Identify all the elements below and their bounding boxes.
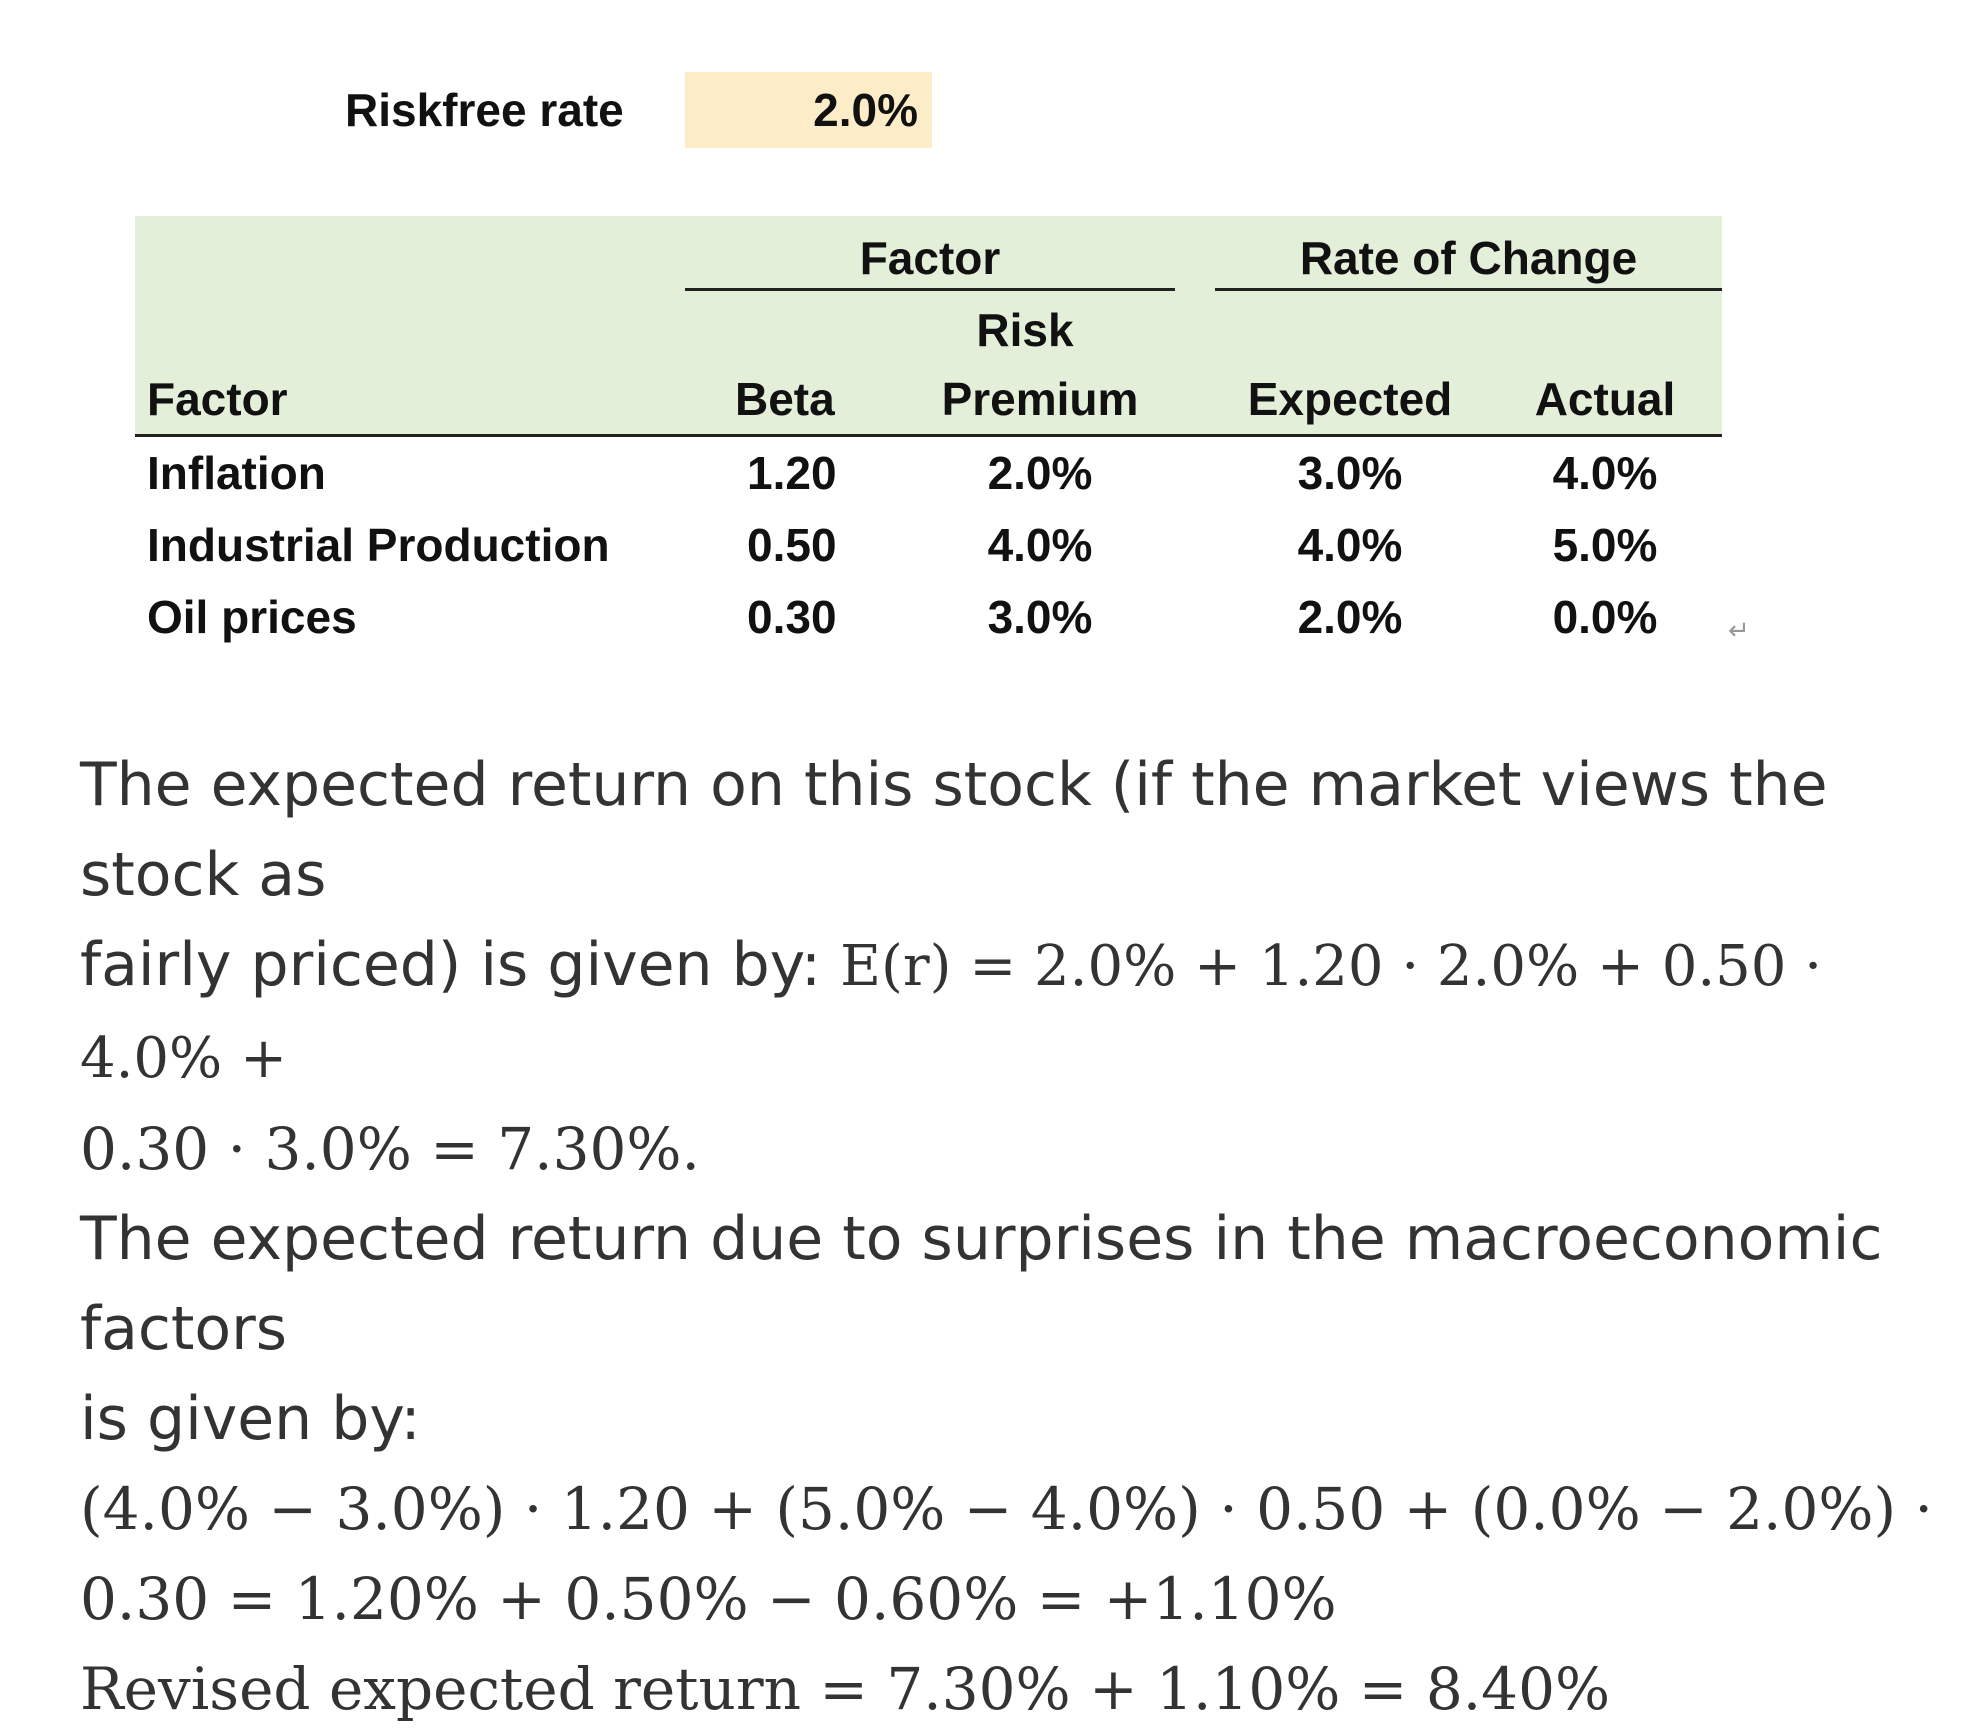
- formula-surprise: (4.0% − 3.0%) · 1.20 + (5.0% − 4.0%) · 0…: [80, 1475, 1933, 1543]
- formula-expected-return: E(r) = 2.0% + 1.20 · 2.0% + 0.50 · 4.0% …: [80, 934, 1823, 1091]
- cell-factor[interactable]: Inflation: [147, 447, 326, 499]
- text-line: The expected return on this stock (if th…: [80, 750, 1828, 910]
- factor-table: Factor Rate of Change Risk Factor Beta P…: [135, 216, 1722, 653]
- group-header-factor: Factor: [685, 228, 1175, 291]
- cell-actual[interactable]: 4.0%: [1552, 447, 1658, 499]
- cell-premium[interactable]: 2.0%: [987, 447, 1093, 499]
- cell-factor[interactable]: Oil prices: [147, 591, 357, 643]
- cell-factor[interactable]: Industrial Production: [147, 519, 610, 571]
- cell-beta[interactable]: 0.50: [747, 519, 837, 571]
- riskfree-rate-value[interactable]: 2.0%: [685, 72, 932, 148]
- table-row: Oil prices 0.30 3.0% 2.0% 0.0%: [135, 581, 1722, 653]
- formula-surprise-result: 0.30 = 1.20% + 0.50% − 0.60% = +1.10%: [80, 1565, 1337, 1633]
- table-body: Inflation 1.20 2.0% 3.0% 4.0% Industrial…: [135, 437, 1722, 653]
- cell-premium[interactable]: 4.0%: [987, 519, 1093, 571]
- text-line: The expected return due to surprises in …: [80, 1204, 1883, 1364]
- text-line: is given by:: [80, 1384, 421, 1454]
- column-header-factor: Factor: [147, 373, 288, 425]
- cell-beta[interactable]: 0.30: [747, 591, 837, 643]
- explanation-text: The expected return on this stock (if th…: [80, 740, 1940, 1734]
- riskfree-rate-label: Riskfree rate: [345, 84, 624, 136]
- cell-expected[interactable]: 3.0%: [1297, 447, 1403, 499]
- cell-expected[interactable]: 4.0%: [1297, 519, 1403, 571]
- formula-line: 0.30 · 3.0% = 7.30%.: [80, 1115, 700, 1183]
- cell-actual[interactable]: 0.0%: [1552, 591, 1658, 643]
- riskfree-rate-row: Riskfree rate 2.0%: [345, 72, 932, 148]
- cell-expected[interactable]: 2.0%: [1297, 591, 1403, 643]
- column-header-beta: Beta: [735, 373, 835, 425]
- header-risk: Risk: [976, 304, 1074, 356]
- table-header: Factor Rate of Change Risk Factor Beta P…: [135, 216, 1722, 437]
- paragraph-return-icon: ↵: [1728, 616, 1750, 646]
- text-span: fairly priced) is given by:: [80, 930, 841, 1000]
- formula-revised-return: Revised expected return = 7.30% + 1.10% …: [80, 1655, 1611, 1723]
- cell-premium[interactable]: 3.0%: [987, 591, 1093, 643]
- column-header-expected: Expected: [1247, 373, 1453, 425]
- cell-beta[interactable]: 1.20: [747, 447, 837, 499]
- column-header-actual: Actual: [1534, 373, 1676, 425]
- cell-actual[interactable]: 5.0%: [1552, 519, 1658, 571]
- text-line: fairly priced) is given by: E(r) = 2.0% …: [80, 920, 1940, 1104]
- column-header-premium: Premium: [941, 373, 1139, 425]
- group-header-rate-of-change: Rate of Change: [1215, 228, 1722, 291]
- table-row: Industrial Production 0.50 4.0% 4.0% 5.0…: [135, 509, 1722, 581]
- table-row: Inflation 1.20 2.0% 3.0% 4.0%: [135, 437, 1722, 509]
